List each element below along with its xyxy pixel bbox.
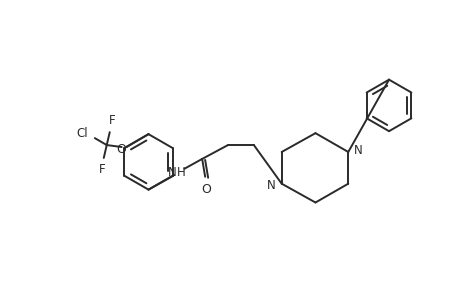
Text: F: F: [108, 114, 115, 127]
Text: N: N: [266, 179, 275, 192]
Text: O: O: [201, 183, 211, 196]
Text: N: N: [168, 166, 176, 179]
Text: O: O: [116, 142, 125, 155]
Text: H: H: [177, 166, 186, 179]
Text: F: F: [98, 163, 105, 176]
Text: Cl: Cl: [76, 127, 88, 140]
Text: N: N: [353, 143, 362, 157]
